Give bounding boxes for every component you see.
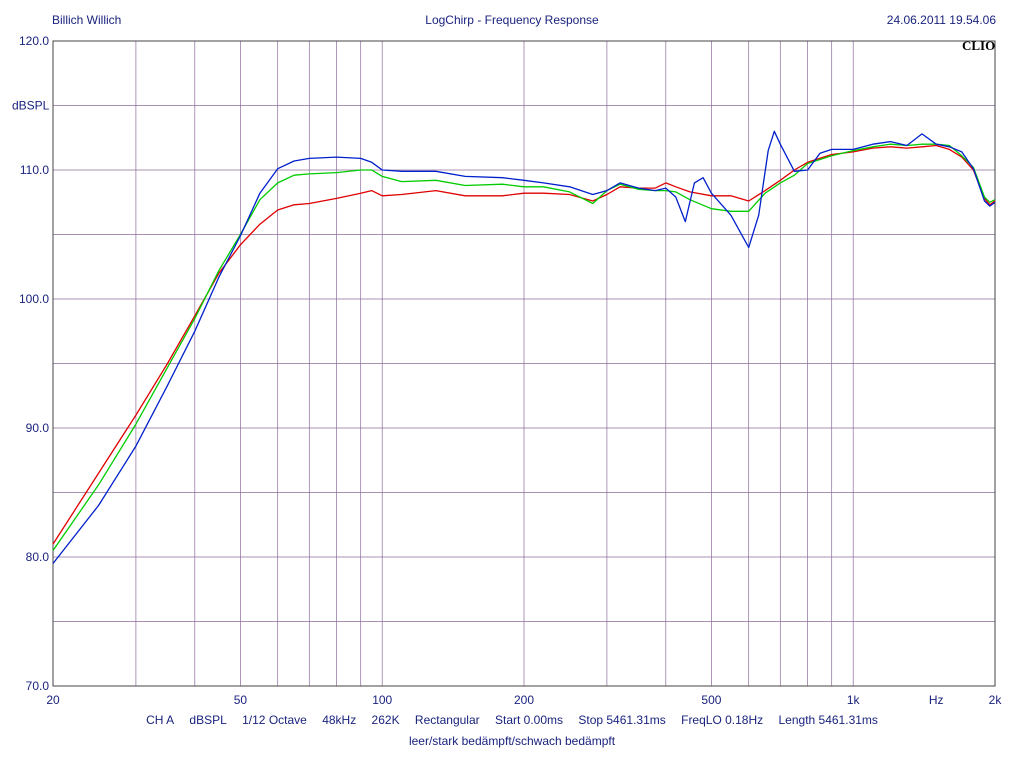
x-tick-label: 200 — [514, 693, 534, 707]
legend-text: leer/stark bedämpft/schwach bedämpft — [408, 734, 616, 748]
x-tick-label: 2k — [989, 693, 1003, 707]
info-window: Rectangular — [414, 713, 480, 727]
x-tick-label: 1k — [847, 693, 861, 707]
info-smoothing: 1/12 Octave — [242, 713, 307, 727]
y-tick-label: 80.0 — [26, 550, 50, 564]
series-line-1 — [52, 144, 996, 545]
info-length: Length 5461.31ms — [778, 713, 878, 727]
info-stop: Stop 5461.31ms — [578, 713, 666, 727]
y-tick-label: 90.0 — [26, 421, 50, 435]
info-unit: dBSPL — [189, 713, 227, 727]
y-axis-label: dBSPL — [12, 99, 50, 113]
header-left-text: Billich Willich — [52, 13, 122, 27]
measurement-info: CH A dBSPL 1/12 Octave 48kHz 262K Rectan… — [0, 713, 1024, 727]
y-tick-label: 120.0 — [19, 34, 49, 48]
y-tick-label: 110.0 — [20, 163, 49, 177]
x-tick-label: 100 — [372, 693, 392, 707]
header-timestamp: 24.06.2011 19.54.06 — [886, 13, 996, 27]
x-tick-label: 20 — [46, 693, 60, 707]
y-tick-label: 100.0 — [19, 292, 49, 306]
info-start: Start 0.00ms — [494, 713, 564, 727]
y-tick-label: 70.0 — [26, 679, 50, 693]
info-freqlo: FreqLO 0.18Hz — [681, 713, 764, 727]
brand-logo: CLIO — [962, 38, 996, 53]
info-channel: CH A — [146, 713, 175, 727]
info-rate: 48kHz — [322, 713, 357, 727]
x-tick-label: 50 — [234, 693, 248, 707]
x-tick-label: 500 — [701, 693, 721, 707]
info-fft: 262K — [371, 713, 400, 727]
x-axis-label: Hz — [929, 693, 944, 707]
plot-frame — [52, 40, 996, 687]
series-line-3 — [52, 130, 996, 564]
header-title: LogChirp - Frequency Response — [425, 13, 599, 27]
